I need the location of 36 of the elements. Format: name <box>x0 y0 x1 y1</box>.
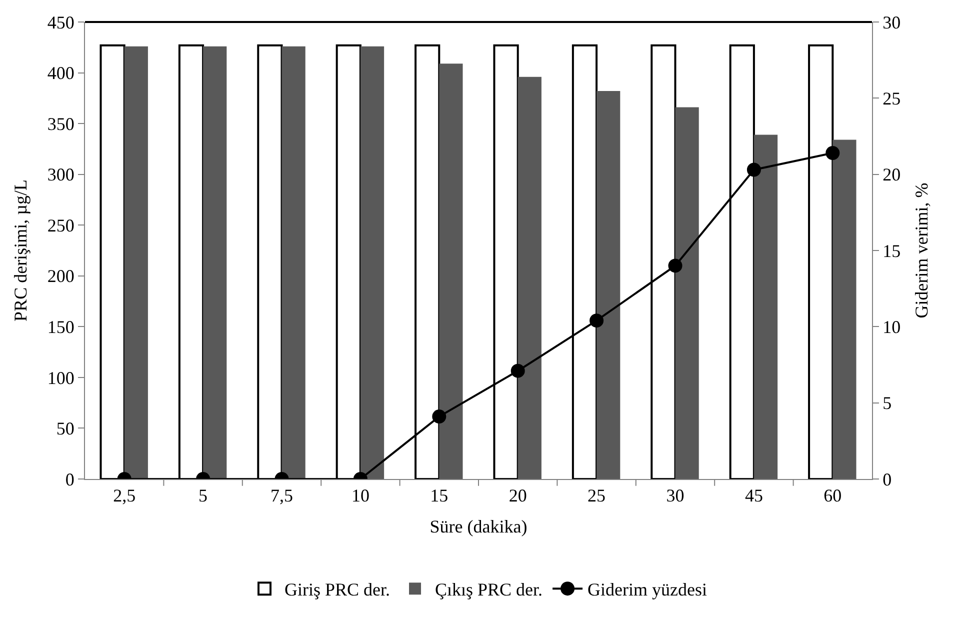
point <box>746 162 761 177</box>
y2-tick-label: 25 <box>882 88 901 108</box>
y-tick-label: 0 <box>65 469 74 490</box>
y2-axis-title: Giderim verimi, % <box>912 182 932 318</box>
y2-tick-label: 5 <box>882 393 892 414</box>
x-tick-label: 5 <box>198 486 208 506</box>
y2-tick-label: 15 <box>882 240 901 261</box>
point <box>826 146 840 160</box>
y-tick-label: 50 <box>56 418 74 439</box>
y-axis-title: PRC derişimi, µg/L <box>10 180 31 322</box>
y-tick-label: 100 <box>47 368 74 388</box>
y-tick-label: 400 <box>47 63 74 84</box>
point <box>668 258 682 273</box>
y2-tick-label: 30 <box>882 12 901 32</box>
x-tick-label: 60 <box>824 486 842 506</box>
legend-label: Giderim yüzdesi <box>588 580 708 600</box>
x-tick-label: 45 <box>744 486 763 506</box>
x-tick-label: 15 <box>430 486 448 506</box>
y-tick-label: 450 <box>47 12 74 32</box>
y-tick-label: 150 <box>47 316 74 337</box>
y-tick-label: 200 <box>47 266 74 286</box>
y-tick-label: 350 <box>47 114 74 134</box>
y-tick-label: 250 <box>47 215 74 236</box>
x-tick-label: 2,5 <box>113 486 136 506</box>
x-tick-label: 20 <box>508 486 527 506</box>
y2-tick-label: 20 <box>882 164 901 185</box>
legend-label: Çıkış PRC der. <box>435 580 543 600</box>
y2-tick-label: 10 <box>882 316 901 337</box>
x-tick-label: 30 <box>666 486 684 506</box>
y2-tick-label: 0 <box>882 469 892 490</box>
x-tick-label: 10 <box>351 486 370 506</box>
legend-label: Giriş PRC der. <box>284 580 390 600</box>
x-tick-label: 25 <box>588 486 606 506</box>
x-tick-label: 7,5 <box>270 486 293 506</box>
y-tick-label: 300 <box>47 164 74 185</box>
x-axis-title: Süre (dakika) <box>430 516 528 537</box>
